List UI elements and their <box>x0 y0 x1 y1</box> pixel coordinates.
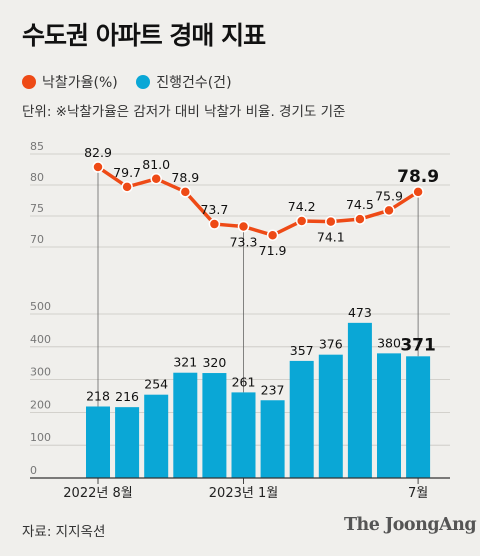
bar <box>115 407 140 478</box>
rate-value-label: 81.0 <box>142 157 170 172</box>
legend-item-count: 진행건수(건) <box>136 72 232 92</box>
rate-value-label: 73.3 <box>230 235 258 250</box>
rate-value-label: 75.9 <box>375 188 403 203</box>
rate-value-label: 74.2 <box>288 199 316 214</box>
bar <box>318 354 343 478</box>
x-axis-label: 7월 <box>408 486 428 501</box>
bar <box>347 322 372 478</box>
line-y-tick-label: 70 <box>30 233 44 246</box>
bar-y-tick-label: 300 <box>30 366 51 379</box>
bar-y-tick-label: 400 <box>30 333 51 346</box>
rate-point <box>295 215 308 227</box>
rate-value-label: 74.5 <box>346 197 374 212</box>
bar-y-tick-label: 100 <box>30 431 51 444</box>
x-axis-label: 2022년 8월 <box>63 486 132 501</box>
bar <box>173 372 198 478</box>
legend-item-rate: 낙찰가율(%) <box>22 72 118 92</box>
rate-value-label: 78.9 <box>171 170 199 185</box>
bar-value-label: 380 <box>377 335 401 350</box>
bar-value-label: 320 <box>202 355 226 370</box>
bar <box>231 392 256 478</box>
line-y-tick-label: 80 <box>30 171 44 184</box>
unit-note: 단위: ※낙찰가율은 감저가 대비 낙찰가 비율. 경기도 기준 <box>22 104 346 120</box>
legend-swatch-count <box>136 75 151 89</box>
bar-y-tick-label: 500 <box>30 300 51 313</box>
line-y-tick-label: 85 <box>30 140 44 153</box>
rate-point <box>121 181 133 193</box>
rate-point <box>354 213 366 225</box>
legend-swatch-rate <box>22 75 36 89</box>
bar-value-label: 254 <box>144 377 168 392</box>
bar-y-tick-label: 0 <box>30 464 37 477</box>
rate-point <box>208 218 221 230</box>
rate-value-label: 78.9 <box>397 167 439 187</box>
rate-value-label: 71.9 <box>259 243 287 258</box>
x-axis-label: 2023년 1월 <box>209 486 278 501</box>
bar <box>377 353 401 478</box>
bar <box>406 356 431 478</box>
bar-value-label: 371 <box>400 335 436 355</box>
bar-value-label: 261 <box>232 374 256 389</box>
bar-value-label: 216 <box>115 389 139 404</box>
bar-y-tick-label: 200 <box>30 398 51 411</box>
chart-title: 수도권 아파트 경매 지표 <box>22 21 266 50</box>
rate-point <box>325 215 337 228</box>
line-y-tick-label: 75 <box>30 202 44 215</box>
rate-point <box>266 229 279 241</box>
rate-value-label: 74.1 <box>317 230 345 245</box>
bar <box>86 406 110 478</box>
bar <box>202 373 227 478</box>
bar <box>289 360 314 478</box>
rate-value-label: 82.9 <box>84 145 112 160</box>
bar-value-label: 321 <box>173 355 197 370</box>
legend: 낙찰가율(%) 진행건수(건) <box>22 72 246 93</box>
rate-value-label: 79.7 <box>113 165 141 180</box>
legend-label-count: 진행건수(건) <box>156 75 232 91</box>
rate-point <box>412 186 424 198</box>
legend-label-rate: 낙찰가율(%) <box>42 75 118 91</box>
bar <box>260 400 285 478</box>
bar <box>144 394 169 478</box>
bar-value-label: 376 <box>319 337 343 352</box>
source-note: 자료: 지지옥션 <box>22 524 106 540</box>
rate-point <box>92 161 104 173</box>
rate-point <box>150 173 162 185</box>
rate-point <box>237 220 250 233</box>
rate-point <box>383 204 395 217</box>
bar-value-label: 218 <box>86 388 110 403</box>
brand-logo: The JoongAng <box>344 515 477 535</box>
bar-value-label: 357 <box>290 343 314 358</box>
bar-value-label: 237 <box>261 382 285 397</box>
rate-point <box>179 186 192 198</box>
rate-value-label: 73.7 <box>200 202 228 217</box>
bar-value-label: 473 <box>348 305 372 320</box>
